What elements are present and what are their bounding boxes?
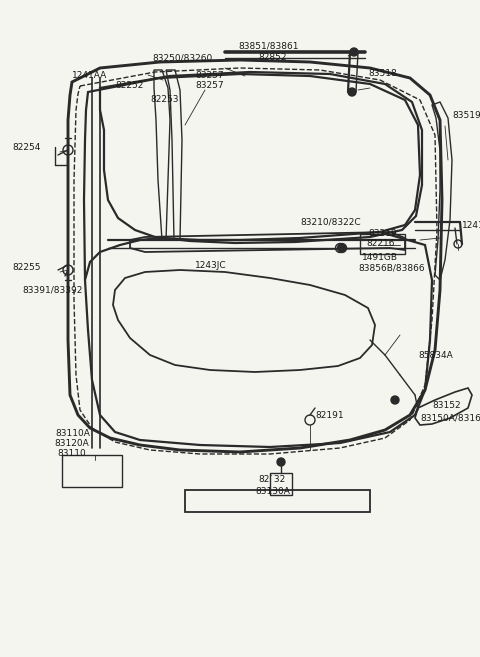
Text: 83210/8322C: 83210/8322C — [300, 217, 360, 227]
Text: 85834A: 85834A — [418, 351, 453, 361]
Circle shape — [350, 48, 358, 56]
Text: 82254: 82254 — [12, 143, 40, 152]
Text: 1491GB: 1491GB — [362, 254, 398, 263]
Text: 83110: 83110 — [57, 449, 86, 459]
Text: 82191: 82191 — [315, 411, 344, 420]
Bar — [360, 234, 405, 254]
Text: 83851/83861: 83851/83861 — [238, 41, 299, 51]
Text: 83391/83392: 83391/83392 — [22, 286, 83, 294]
Circle shape — [337, 244, 347, 252]
Text: 82216: 82216 — [366, 240, 395, 248]
Bar — [270, 473, 292, 495]
Text: 83518: 83518 — [368, 68, 397, 78]
Text: 82253: 82253 — [150, 95, 179, 104]
Circle shape — [277, 458, 285, 466]
Text: 83257: 83257 — [195, 72, 224, 81]
Text: 83257: 83257 — [195, 81, 224, 91]
Text: 1241AA: 1241AA — [72, 70, 107, 79]
Text: 1243JC: 1243JC — [195, 261, 227, 271]
Circle shape — [348, 88, 356, 96]
Text: 82255: 82255 — [12, 263, 40, 273]
Bar — [62, 455, 122, 487]
Text: 83120A: 83120A — [54, 440, 89, 449]
Text: 82`32: 82`32 — [258, 476, 285, 484]
Text: 83130A: 83130A — [255, 487, 290, 497]
Text: 83110A: 83110A — [55, 430, 90, 438]
Text: 83219: 83219 — [368, 229, 396, 238]
Text: 82852: 82852 — [258, 53, 287, 62]
Text: 83152: 83152 — [432, 401, 461, 411]
Circle shape — [391, 396, 399, 404]
Text: 83856B/83866: 83856B/83866 — [358, 263, 425, 273]
Text: 83519A: 83519A — [452, 110, 480, 120]
Text: 83150A/83160A: 83150A/83160A — [420, 413, 480, 422]
Text: 82252: 82252 — [115, 81, 144, 91]
Text: 83250/83260: 83250/83260 — [152, 53, 212, 62]
Text: 1241VD: 1241VD — [462, 221, 480, 231]
Bar — [185, 490, 370, 512]
